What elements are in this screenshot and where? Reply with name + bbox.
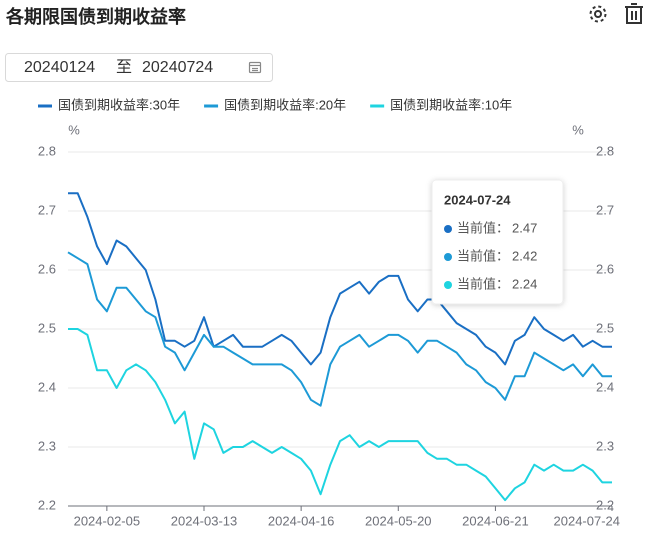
- y2-tick-label: 2.2: [596, 497, 614, 512]
- date-range-picker[interactable]: 20240124 至 20240724: [5, 53, 273, 82]
- legend-label: 国债到期收益率:30年: [58, 97, 180, 112]
- y-axis-unit: %: [68, 122, 80, 137]
- series-line: [68, 192, 612, 366]
- series-line: [68, 328, 612, 502]
- date-input-box[interactable]: [5, 53, 273, 82]
- y-tick-label: 2.4: [38, 379, 56, 394]
- y-tick-label: 2.2: [38, 497, 56, 512]
- y-tick-label: 2.6: [38, 261, 56, 276]
- start-date[interactable]: 20240124: [24, 59, 95, 76]
- tooltip-value: 2.47: [512, 220, 537, 235]
- tooltip-value: 2.24: [512, 276, 537, 291]
- y2-tick-label: 2.5: [596, 320, 614, 335]
- settings-icon[interactable]: [589, 5, 607, 23]
- tooltip-dot: [444, 225, 452, 233]
- tooltip-dot: [444, 253, 452, 261]
- delete-icon[interactable]: [625, 3, 643, 24]
- y-tick-label: 2.3: [38, 438, 56, 453]
- tooltip-label: 当前值：: [457, 248, 509, 263]
- range-separator: 至: [116, 59, 132, 76]
- y-tick-label: 2.5: [38, 320, 56, 335]
- end-date[interactable]: 20240724: [142, 59, 213, 76]
- tooltip-value: 2.42: [512, 248, 537, 263]
- y2-tick-label: 2.7: [596, 202, 614, 217]
- y2-tick-label: 2.4: [596, 379, 614, 394]
- x-tick-label: 2024-05-20: [365, 513, 432, 528]
- y2-tick-label: 2.8: [596, 143, 614, 158]
- legend: 国债到期收益率:30年 国债到期收益率:20年 国债到期收益率:10年: [38, 97, 512, 112]
- tooltip-label: 当前值：: [457, 276, 509, 291]
- y2-tick-label: 2.6: [596, 261, 614, 276]
- legend-label: 国债到期收益率:20年: [224, 97, 346, 112]
- tooltip-label: 当前值：: [457, 220, 509, 235]
- y2-tick-label: 2.3: [596, 438, 614, 453]
- x-tick-label: 2024-07-24: [554, 513, 621, 528]
- y-tick-label: 2.7: [38, 202, 56, 217]
- chart-title: 各期限国债到期收益率: [5, 6, 186, 27]
- tooltip-dot: [444, 281, 452, 289]
- tooltip-box: [431, 179, 564, 305]
- y-tick-label: 2.8: [38, 143, 56, 158]
- legend-label: 国债到期收益率:10年: [390, 97, 512, 112]
- x-tick-label: 2024-02-05: [74, 513, 141, 528]
- calendar-icon[interactable]: [248, 61, 262, 74]
- series-line: [67, 251, 612, 407]
- x-tick-label: 2024-04-16: [268, 513, 335, 528]
- y2-axis-unit: %: [572, 122, 584, 137]
- x-tick-label: 2024-03-13: [171, 513, 238, 528]
- tooltip-date: 2024-07-24: [444, 192, 511, 207]
- x-tick-label: 2024-06-21: [462, 513, 529, 528]
